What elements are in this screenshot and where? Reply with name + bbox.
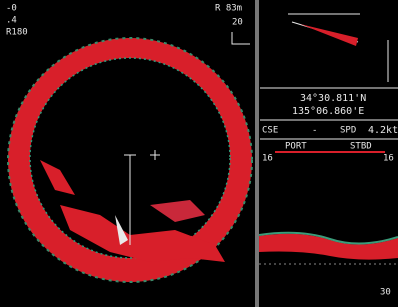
sonar-text: .4 <box>6 16 17 26</box>
sonar-text: -0 <box>6 4 17 14</box>
scale-label: 16 <box>262 154 273 164</box>
sonar-text: R180 <box>6 28 28 38</box>
longitude: 135°06.860'E <box>292 106 364 117</box>
sonar-view <box>8 38 252 282</box>
port-label: PORT <box>285 142 307 152</box>
divider <box>255 0 259 307</box>
scale-label: 16 <box>383 154 394 164</box>
speed-value: 4.2kt <box>368 125 398 136</box>
sonar-screen: -0 .4 R180 R 83m 20 34°30.811'N 135°06.8… <box>0 0 398 307</box>
depth-label: 30 <box>380 288 391 298</box>
course-value: - <box>312 126 317 136</box>
sonar-text: R 83m <box>215 4 242 14</box>
course-label: CSE <box>262 126 278 136</box>
sonar-text: 20 <box>232 18 243 28</box>
speed-label: SPD <box>340 126 356 136</box>
latitude: 34°30.811'N <box>300 93 366 104</box>
stbd-label: STBD <box>350 142 372 152</box>
